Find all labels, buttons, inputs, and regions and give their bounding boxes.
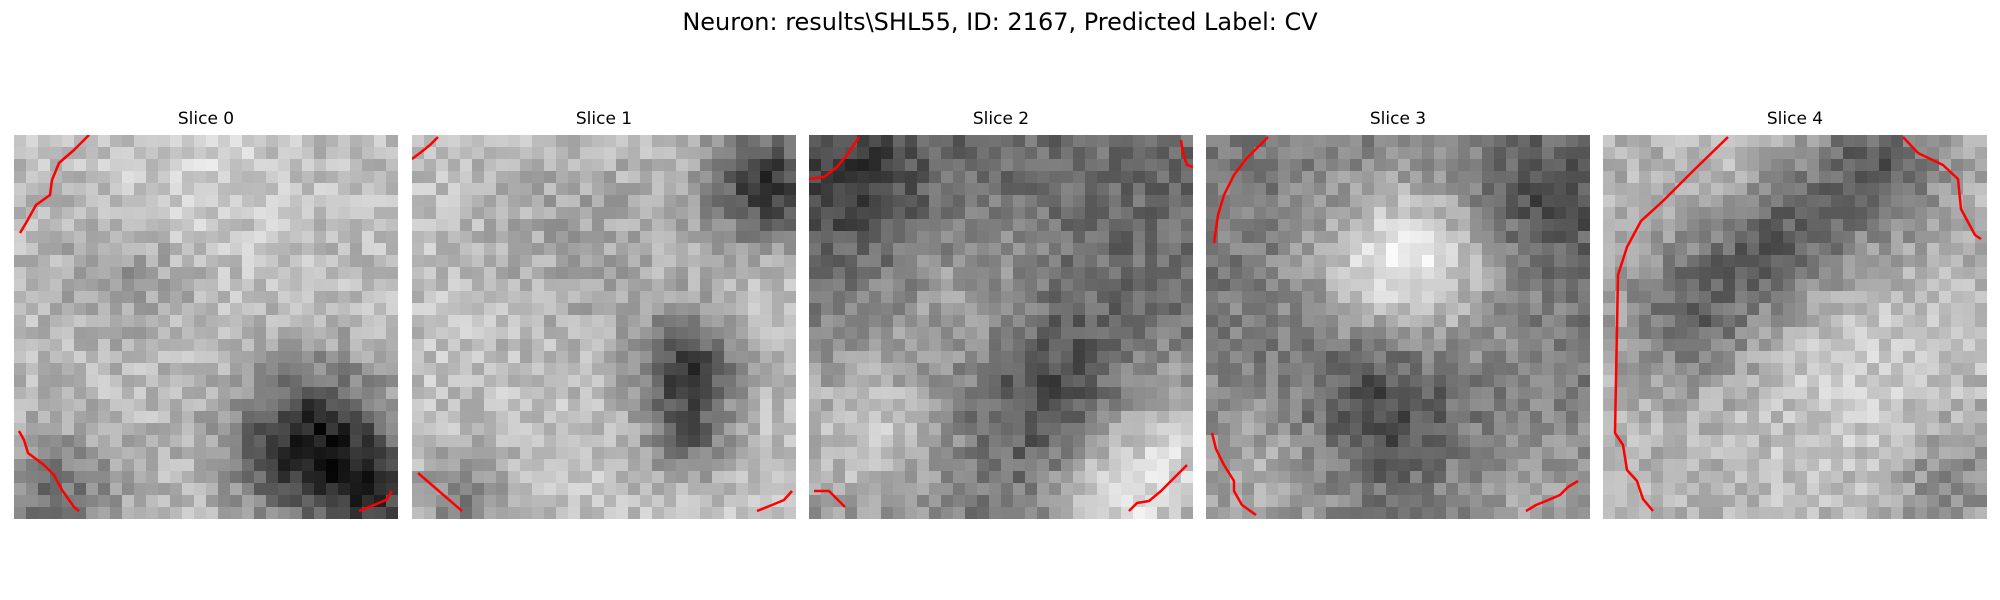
slice-title: Slice 1 [575,109,633,129]
slice-image-3 [1206,135,1590,519]
slice-title: Slice 3 [1369,109,1427,129]
slice-title: Slice 4 [1766,109,1824,129]
contour-line [1613,136,1729,512]
slice-title: Slice 2 [972,109,1030,129]
contour-line [1179,139,1193,169]
slice-panel-2: Slice 2 [809,108,1193,519]
contour-line [1128,464,1188,512]
slice-panel-4: Slice 4 [1603,108,1987,519]
contour-line [417,472,463,512]
figure-title: Neuron: results\SHL55, ID: 2167, Predict… [682,8,1318,36]
slice-panel-0: Slice 0 [14,108,398,519]
contour-line [358,490,394,513]
contour-line [1210,432,1257,517]
contour-line [1525,479,1579,513]
slice-title: Slice 0 [177,109,235,129]
contour-line [756,490,793,513]
contour-line [17,430,80,512]
contour-line [18,135,90,234]
contour-line [814,489,846,508]
slice-panel-3: Slice 3 [1206,108,1590,519]
contour-line [1902,136,1982,241]
contour-line [809,136,861,181]
contour-line [412,136,439,160]
slice-image-0 [14,135,398,519]
slice-image-4 [1603,135,1987,519]
contour-line [1212,136,1269,244]
slice-image-2 [809,135,1193,519]
slice-image-1 [412,135,796,519]
slice-panel-1: Slice 1 [412,108,796,519]
